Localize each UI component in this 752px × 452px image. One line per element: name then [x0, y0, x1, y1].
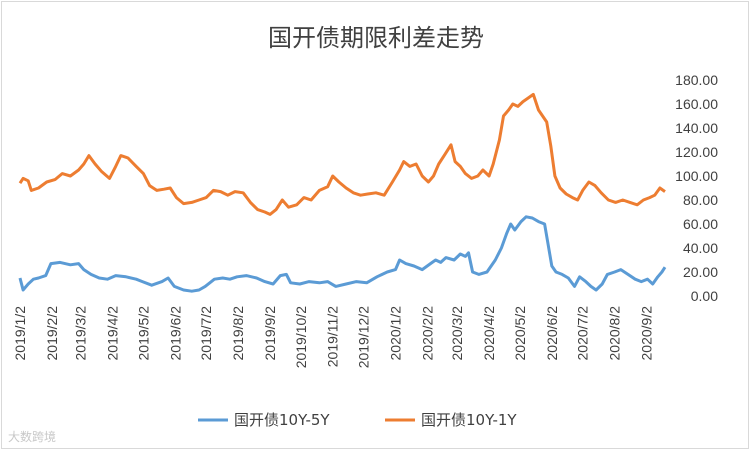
y-tick-label: 140.00 — [675, 120, 718, 136]
x-tick-label: 2020/2/2 — [419, 306, 435, 361]
watermark: 大数跨境 — [8, 430, 57, 444]
x-tick-label: 2019/4/2 — [105, 306, 121, 361]
x-tick-label: 2020/9/2 — [638, 306, 654, 361]
y-tick-label: 180.00 — [675, 72, 718, 88]
x-tick-label: 2019/7/2 — [198, 306, 214, 361]
x-tick-label: 2019/10/2 — [293, 306, 309, 368]
legend-label: 国开债10Y-1Y — [421, 411, 517, 429]
x-tick-label: 2019/6/2 — [167, 306, 183, 361]
legend-label: 国开债10Y-5Y — [234, 411, 330, 429]
y-tick-label: 160.00 — [675, 96, 718, 112]
x-tick-label: 2019/1/2 — [12, 306, 28, 361]
y-tick-label: 120.00 — [675, 144, 718, 160]
x-tick-label: 2019/11/2 — [325, 306, 341, 367]
y-tick-label: 60.00 — [683, 216, 718, 232]
x-tick-label: 2020/6/2 — [544, 306, 560, 361]
y-tick-label: 20.00 — [683, 264, 718, 280]
x-tick-label: 2019/9/2 — [262, 306, 278, 361]
series-line-1 — [18, 215, 667, 293]
x-tick-label: 2019/8/2 — [230, 306, 246, 361]
y-tick-label: 0.00 — [691, 288, 718, 304]
y-tick-label: 40.00 — [683, 240, 718, 256]
y-tick-label: 80.00 — [683, 192, 718, 208]
x-tick-label: 2020/7/2 — [575, 306, 591, 361]
x-tick-label: 2020/1/2 — [387, 306, 403, 361]
x-tick-label: 2019/5/2 — [135, 306, 151, 361]
y-tick-label: 100.00 — [675, 168, 718, 184]
x-tick-label: 2020/8/2 — [607, 306, 623, 361]
chart-title: 国开债期限利差走势 — [268, 24, 484, 52]
x-tick-label: 2019/12/2 — [356, 306, 372, 368]
x-tick-label: 2020/3/2 — [449, 306, 465, 361]
series-line-2 — [18, 92, 666, 216]
x-tick-label: 2019/3/2 — [73, 306, 89, 361]
x-tick-label: 2019/2/2 — [44, 306, 60, 361]
x-tick-label: 2020/5/2 — [512, 306, 528, 361]
x-tick-label: 2020/4/2 — [481, 306, 497, 361]
